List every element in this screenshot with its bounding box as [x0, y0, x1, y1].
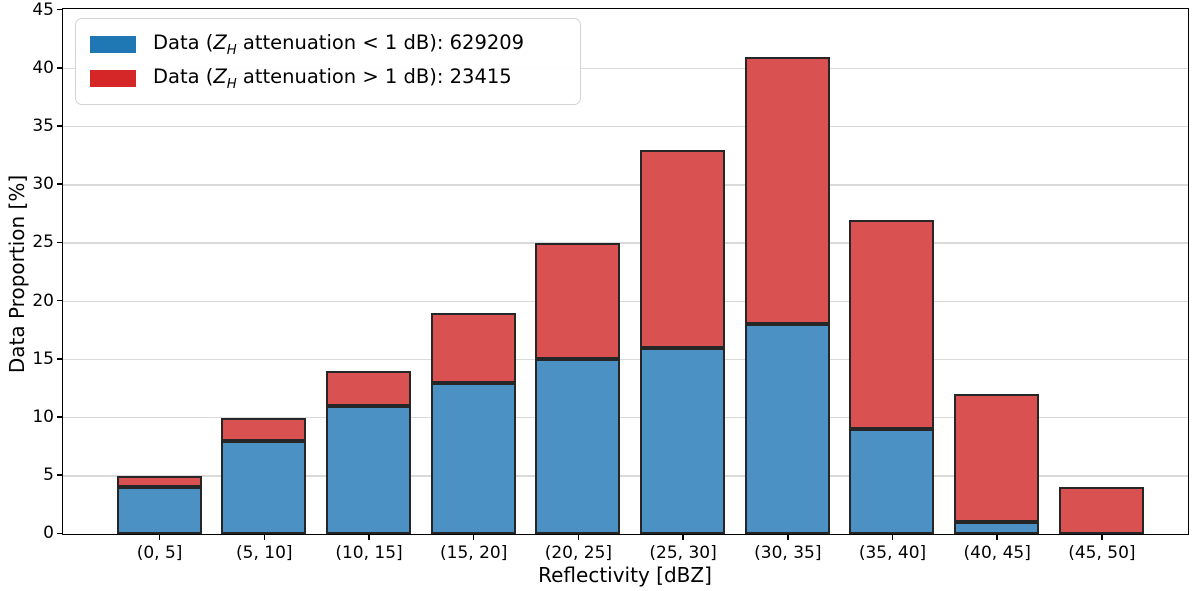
gridline: [63, 242, 1188, 244]
gridline: [63, 475, 1188, 477]
bar-segment-blue: [430, 382, 516, 534]
bar-segment-blue: [954, 522, 1040, 534]
legend-swatch-blue: [90, 35, 136, 53]
x-tick: [368, 535, 370, 540]
gridline: [63, 184, 1188, 186]
y-tick: [57, 358, 62, 360]
legend-item: Data (ZH attenuation < 1 dB): 629209: [76, 27, 580, 61]
y-tick: [57, 125, 62, 127]
x-tick: [787, 535, 789, 540]
y-tick: [57, 183, 62, 185]
x-tick: [158, 535, 161, 540]
y-tick-label: 0: [43, 523, 54, 544]
bar-segment-red: [116, 475, 202, 488]
y-tick-label: 25: [32, 232, 54, 253]
legend-label: Data (ZH attenuation < 1 dB): 629209: [153, 30, 525, 58]
gridline: [63, 358, 1188, 361]
y-tick-label: 30: [32, 174, 54, 195]
bar-segment-red: [954, 394, 1040, 523]
bar-segment-red: [849, 219, 935, 430]
x-axis-label: Reflectivity [dBZ]: [538, 563, 712, 587]
legend-item: Data (ZH attenuation > 1 dB): 23415: [76, 61, 580, 95]
bar-segment-red: [1058, 487, 1144, 534]
bar-segment-blue: [535, 359, 621, 534]
y-tick: [57, 67, 62, 69]
x-tick-label: (0, 5]: [136, 543, 183, 563]
bar-segment-blue: [849, 429, 935, 534]
legend-label: Data (ZH attenuation > 1 dB): 23415: [153, 64, 512, 92]
y-tick-label: 45: [32, 0, 54, 20]
gridline: [63, 416, 1188, 419]
x-tick-label: (20, 25]: [544, 543, 613, 563]
y-tick: [57, 532, 62, 535]
x-tick: [472, 535, 475, 540]
y-tick: [57, 299, 62, 302]
bar-segment-blue: [640, 347, 725, 534]
bar-segment-red: [744, 56, 830, 325]
y-tick: [57, 8, 62, 11]
y-tick: [57, 474, 62, 476]
bar-segment-red: [221, 417, 307, 441]
plot-area: Data (ZH attenuation < 1 dB): 629209 Dat…: [62, 8, 1189, 535]
x-tick-label: (10, 15]: [335, 543, 403, 563]
x-tick-label: (15, 20]: [440, 543, 508, 563]
bar-segment-red: [640, 149, 725, 348]
y-tick-label: 35: [32, 116, 54, 136]
bar-segment-blue: [325, 405, 411, 534]
x-tick: [891, 535, 894, 540]
x-tick: [1101, 535, 1103, 540]
gridline: [63, 67, 1188, 70]
y-tick-label: 5: [43, 465, 54, 486]
bar-segment-blue: [221, 440, 307, 534]
x-tick: [682, 535, 684, 540]
gridline: [63, 300, 1188, 302]
bar-segment-red: [430, 312, 516, 383]
legend-swatch-red: [90, 69, 136, 87]
x-tick: [263, 535, 266, 540]
bar-segment-blue: [744, 324, 830, 534]
y-tick: [57, 241, 62, 244]
bar-segment-red: [325, 371, 411, 406]
y-tick-label: 15: [32, 348, 54, 369]
x-tick-label: (30, 35]: [754, 543, 822, 563]
x-tick: [577, 535, 580, 540]
gridline: [63, 125, 1188, 128]
x-tick-label: (40, 45]: [963, 543, 1031, 563]
y-tick: [57, 416, 62, 418]
y-tick-label: 40: [32, 57, 54, 78]
x-tick-label: (5, 10]: [236, 543, 293, 563]
x-tick-label: (45, 50]: [1068, 543, 1136, 563]
y-tick-label: 20: [32, 290, 54, 311]
bar-segment-blue: [116, 487, 202, 534]
bar-segment-red: [535, 243, 621, 360]
y-tick-label: 10: [32, 407, 54, 427]
x-tick-label: (35, 40]: [858, 543, 927, 563]
x-tick: [996, 535, 998, 540]
legend: Data (ZH attenuation < 1 dB): 629209 Dat…: [75, 18, 581, 105]
x-tick-label: (25, 30]: [649, 543, 717, 563]
